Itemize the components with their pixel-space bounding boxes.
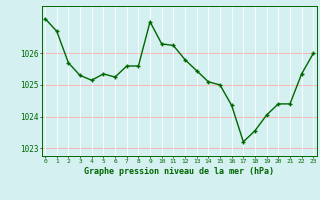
X-axis label: Graphe pression niveau de la mer (hPa): Graphe pression niveau de la mer (hPa)	[84, 167, 274, 176]
